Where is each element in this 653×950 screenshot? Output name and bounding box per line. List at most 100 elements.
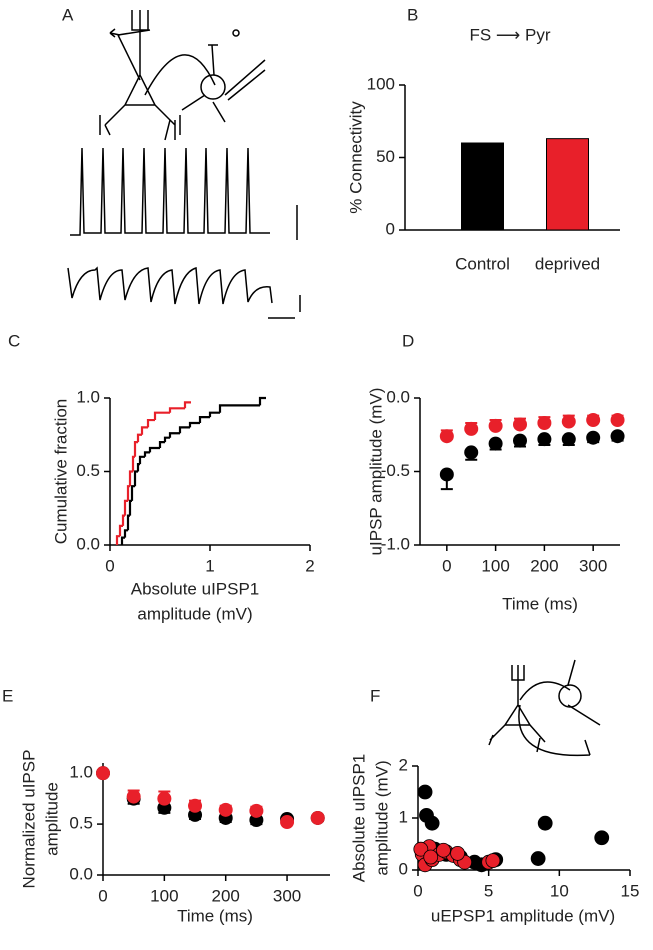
- x-axis-label: uEPSP1 amplitude (mV): [431, 906, 615, 925]
- step-line: [123, 529, 128, 538]
- step-line: [115, 535, 120, 545]
- step-line: [208, 411, 220, 418]
- panel-label: E: [2, 686, 13, 705]
- y-axis-label: Normalized uIPSP: [19, 750, 38, 889]
- step-line: [168, 407, 185, 413]
- data-point: [218, 802, 233, 817]
- step-line: [121, 514, 125, 526]
- data-point: [464, 445, 479, 460]
- data-point: [485, 853, 501, 869]
- step-line: [126, 514, 130, 531]
- data-point: [488, 418, 503, 433]
- step-line: [128, 470, 133, 487]
- data-point: [561, 414, 576, 429]
- data-point: [561, 432, 576, 447]
- data-point: [417, 784, 433, 800]
- step-line: [133, 470, 138, 487]
- step-line: [168, 432, 180, 438]
- x-tick-label: 100: [481, 556, 509, 575]
- data-point: [439, 467, 454, 482]
- y-tick-label: 0.0: [69, 864, 93, 883]
- neuron-diagram: [99, 10, 266, 141]
- data-point: [513, 417, 527, 432]
- step-line: [146, 418, 155, 428]
- step-line: [136, 463, 140, 472]
- data-point: [126, 789, 141, 804]
- data-point: [249, 803, 264, 818]
- y-tick-label: 0.5: [76, 461, 100, 480]
- y-tick-label: 2: [399, 755, 408, 774]
- x-tick-label: 10: [550, 881, 569, 900]
- step-line: [158, 441, 165, 448]
- spike-trace: [70, 147, 270, 236]
- panel-label: B: [407, 5, 418, 24]
- data-point: [488, 436, 503, 451]
- step-line: [178, 426, 190, 434]
- y-axis-label: Cumulative fraction: [51, 399, 70, 545]
- step-line: [218, 404, 260, 413]
- y-axis-label: amplitude: [42, 782, 61, 856]
- step-line: [198, 416, 210, 423]
- ipsp-trace: [67, 266, 273, 305]
- x-tick-label: 5: [484, 881, 493, 900]
- step-line: [188, 421, 200, 428]
- data-point: [439, 429, 454, 444]
- y-tick-label: 1: [399, 807, 408, 826]
- y-tick-label: 0.0: [76, 534, 100, 553]
- step-line: [123, 499, 128, 516]
- x-tick-label: 1: [205, 556, 214, 575]
- step-line: [131, 455, 135, 472]
- data-point: [188, 798, 203, 813]
- scale-bar: [268, 295, 301, 319]
- data-point: [424, 815, 440, 831]
- step-line: [140, 426, 148, 435]
- panel-label: C: [8, 331, 20, 350]
- data-point: [450, 845, 465, 861]
- step-line: [130, 485, 135, 501]
- step-line: [258, 396, 266, 406]
- category-label: Control: [455, 254, 510, 273]
- chart-title: FS ⟶ Pyr: [469, 25, 550, 44]
- y-tick-label: 0.5: [69, 814, 93, 833]
- panel-label: D: [402, 331, 414, 350]
- y-tick-label: 50: [376, 147, 395, 166]
- x-tick-label: 0: [98, 886, 107, 905]
- data-point: [537, 432, 552, 447]
- data-point: [280, 815, 295, 830]
- y-tick-label: 0.0: [386, 387, 410, 406]
- x-axis-label: Time (ms): [177, 906, 253, 925]
- data-point: [464, 421, 479, 436]
- data-point: [610, 413, 625, 428]
- y-tick-label: 1.0: [69, 763, 93, 782]
- x-tick-label: 300: [273, 886, 301, 905]
- x-tick-label: 0: [105, 556, 114, 575]
- inset-neuron-diagram: [488, 659, 601, 757]
- data-point: [610, 429, 625, 444]
- data-point: [537, 815, 553, 831]
- data-point: [513, 433, 527, 448]
- step-line: [163, 436, 170, 443]
- x-tick-label: 300: [579, 556, 607, 575]
- y-tick-label: 100: [367, 74, 395, 93]
- panel-label: F: [370, 686, 380, 705]
- data-point: [530, 851, 546, 866]
- step-line: [120, 536, 125, 545]
- x-tick-label: 0: [413, 881, 422, 900]
- y-axis-label: uIPSP amplitude (mV): [366, 388, 385, 556]
- step-line: [126, 485, 130, 501]
- x-tick-label: 15: [621, 881, 640, 900]
- y-axis-label: Absolute uIPSP1: [349, 754, 368, 883]
- data-point: [436, 842, 451, 858]
- step-line: [118, 524, 123, 537]
- step-line: [183, 401, 191, 409]
- y-axis-label: % Connectivity: [346, 101, 365, 214]
- data-point: [586, 430, 601, 445]
- y-tick-label: -0.5: [381, 461, 410, 480]
- category-label: deprived: [535, 254, 600, 273]
- x-tick-label: 100: [150, 886, 178, 905]
- x-axis-label: Absolute uIPSP1: [131, 579, 260, 598]
- step-line: [128, 499, 132, 516]
- bar: [546, 138, 589, 231]
